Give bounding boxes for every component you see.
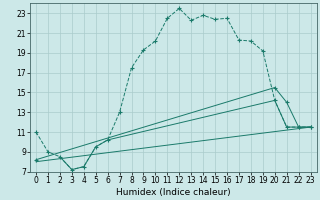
X-axis label: Humidex (Indice chaleur): Humidex (Indice chaleur) <box>116 188 231 197</box>
